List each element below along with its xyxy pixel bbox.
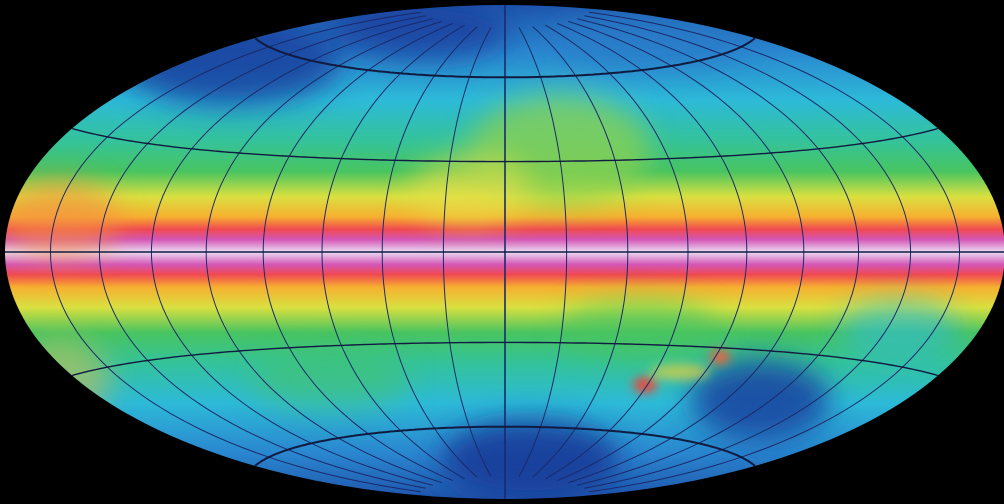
- low-region: [330, 5, 510, 60]
- cloud: [650, 364, 710, 380]
- parallel: [254, 425, 756, 467]
- cloud: [710, 350, 730, 364]
- low-region: [440, 420, 620, 499]
- magellanic-clouds: [633, 350, 730, 393]
- parallel: [254, 37, 756, 79]
- parallel: [71, 341, 939, 377]
- cloud: [633, 377, 657, 393]
- graticule: [5, 5, 1004, 499]
- high-region: [560, 300, 720, 360]
- parallel: [71, 127, 939, 163]
- low-region: [840, 300, 960, 360]
- low-region: [690, 360, 830, 440]
- high-region: [5, 180, 120, 260]
- high-region: [410, 155, 530, 225]
